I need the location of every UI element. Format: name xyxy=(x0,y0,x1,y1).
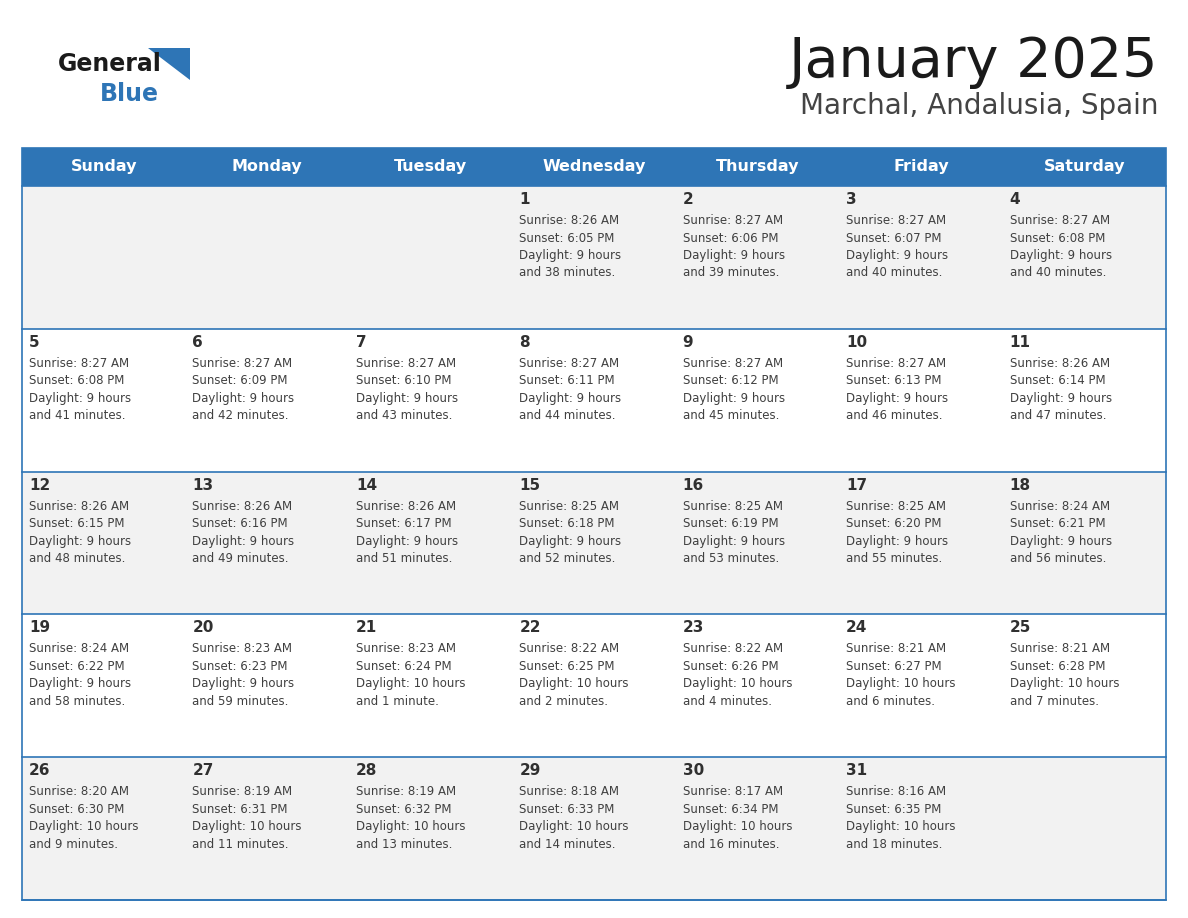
Text: Saturday: Saturday xyxy=(1043,160,1125,174)
Text: Sunrise: 8:27 AM
Sunset: 6:06 PM
Daylight: 9 hours
and 39 minutes.: Sunrise: 8:27 AM Sunset: 6:06 PM Dayligh… xyxy=(683,214,785,279)
Bar xyxy=(23,329,1165,472)
Text: Sunrise: 8:27 AM
Sunset: 6:13 PM
Daylight: 9 hours
and 46 minutes.: Sunrise: 8:27 AM Sunset: 6:13 PM Dayligh… xyxy=(846,357,948,422)
Text: 6: 6 xyxy=(192,335,203,350)
Text: 7: 7 xyxy=(356,335,366,350)
Text: 16: 16 xyxy=(683,477,704,493)
Text: Sunday: Sunday xyxy=(70,160,137,174)
Text: Sunrise: 8:26 AM
Sunset: 6:15 PM
Daylight: 9 hours
and 48 minutes.: Sunrise: 8:26 AM Sunset: 6:15 PM Dayligh… xyxy=(29,499,131,565)
Text: Friday: Friday xyxy=(893,160,949,174)
Text: 19: 19 xyxy=(29,621,50,635)
Text: 12: 12 xyxy=(29,477,50,493)
Text: 21: 21 xyxy=(356,621,377,635)
Text: Sunrise: 8:26 AM
Sunset: 6:14 PM
Daylight: 9 hours
and 47 minutes.: Sunrise: 8:26 AM Sunset: 6:14 PM Dayligh… xyxy=(1010,357,1112,422)
Text: 23: 23 xyxy=(683,621,704,635)
Text: 9: 9 xyxy=(683,335,694,350)
Text: 1: 1 xyxy=(519,192,530,207)
Text: 17: 17 xyxy=(846,477,867,493)
Text: 24: 24 xyxy=(846,621,867,635)
Text: Sunrise: 8:24 AM
Sunset: 6:22 PM
Daylight: 9 hours
and 58 minutes.: Sunrise: 8:24 AM Sunset: 6:22 PM Dayligh… xyxy=(29,643,131,708)
Text: 5: 5 xyxy=(29,335,39,350)
Text: Sunrise: 8:19 AM
Sunset: 6:31 PM
Daylight: 10 hours
and 11 minutes.: Sunrise: 8:19 AM Sunset: 6:31 PM Dayligh… xyxy=(192,785,302,851)
Text: 27: 27 xyxy=(192,763,214,778)
Text: 22: 22 xyxy=(519,621,541,635)
Text: Marchal, Andalusia, Spain: Marchal, Andalusia, Spain xyxy=(800,92,1158,120)
Text: Sunrise: 8:22 AM
Sunset: 6:25 PM
Daylight: 10 hours
and 2 minutes.: Sunrise: 8:22 AM Sunset: 6:25 PM Dayligh… xyxy=(519,643,628,708)
Text: 29: 29 xyxy=(519,763,541,778)
Text: Sunrise: 8:17 AM
Sunset: 6:34 PM
Daylight: 10 hours
and 16 minutes.: Sunrise: 8:17 AM Sunset: 6:34 PM Dayligh… xyxy=(683,785,792,851)
Text: Thursday: Thursday xyxy=(715,160,800,174)
Bar xyxy=(23,472,1165,614)
Text: Sunrise: 8:25 AM
Sunset: 6:20 PM
Daylight: 9 hours
and 55 minutes.: Sunrise: 8:25 AM Sunset: 6:20 PM Dayligh… xyxy=(846,499,948,565)
Text: Sunrise: 8:21 AM
Sunset: 6:27 PM
Daylight: 10 hours
and 6 minutes.: Sunrise: 8:21 AM Sunset: 6:27 PM Dayligh… xyxy=(846,643,955,708)
Bar xyxy=(23,757,1165,900)
Text: Wednesday: Wednesday xyxy=(542,160,646,174)
Text: Sunrise: 8:21 AM
Sunset: 6:28 PM
Daylight: 10 hours
and 7 minutes.: Sunrise: 8:21 AM Sunset: 6:28 PM Dayligh… xyxy=(1010,643,1119,708)
Text: General: General xyxy=(58,52,162,76)
Text: 20: 20 xyxy=(192,621,214,635)
Text: Sunrise: 8:25 AM
Sunset: 6:19 PM
Daylight: 9 hours
and 53 minutes.: Sunrise: 8:25 AM Sunset: 6:19 PM Dayligh… xyxy=(683,499,785,565)
Text: 8: 8 xyxy=(519,335,530,350)
Text: Sunrise: 8:19 AM
Sunset: 6:32 PM
Daylight: 10 hours
and 13 minutes.: Sunrise: 8:19 AM Sunset: 6:32 PM Dayligh… xyxy=(356,785,466,851)
Text: Sunrise: 8:23 AM
Sunset: 6:23 PM
Daylight: 9 hours
and 59 minutes.: Sunrise: 8:23 AM Sunset: 6:23 PM Dayligh… xyxy=(192,643,295,708)
Text: Sunrise: 8:27 AM
Sunset: 6:11 PM
Daylight: 9 hours
and 44 minutes.: Sunrise: 8:27 AM Sunset: 6:11 PM Dayligh… xyxy=(519,357,621,422)
Text: Sunrise: 8:25 AM
Sunset: 6:18 PM
Daylight: 9 hours
and 52 minutes.: Sunrise: 8:25 AM Sunset: 6:18 PM Dayligh… xyxy=(519,499,621,565)
Text: 18: 18 xyxy=(1010,477,1031,493)
Text: 10: 10 xyxy=(846,335,867,350)
Text: 28: 28 xyxy=(356,763,378,778)
Text: 30: 30 xyxy=(683,763,704,778)
Text: 31: 31 xyxy=(846,763,867,778)
Text: Blue: Blue xyxy=(100,82,159,106)
Text: 11: 11 xyxy=(1010,335,1030,350)
Polygon shape xyxy=(148,48,190,80)
Text: 14: 14 xyxy=(356,477,377,493)
Bar xyxy=(23,614,1165,757)
Text: Sunrise: 8:24 AM
Sunset: 6:21 PM
Daylight: 9 hours
and 56 minutes.: Sunrise: 8:24 AM Sunset: 6:21 PM Dayligh… xyxy=(1010,499,1112,565)
Text: Tuesday: Tuesday xyxy=(394,160,467,174)
Text: Sunrise: 8:26 AM
Sunset: 6:16 PM
Daylight: 9 hours
and 49 minutes.: Sunrise: 8:26 AM Sunset: 6:16 PM Dayligh… xyxy=(192,499,295,565)
Text: Sunrise: 8:27 AM
Sunset: 6:12 PM
Daylight: 9 hours
and 45 minutes.: Sunrise: 8:27 AM Sunset: 6:12 PM Dayligh… xyxy=(683,357,785,422)
Text: Sunrise: 8:27 AM
Sunset: 6:08 PM
Daylight: 9 hours
and 40 minutes.: Sunrise: 8:27 AM Sunset: 6:08 PM Dayligh… xyxy=(1010,214,1112,279)
Text: Sunrise: 8:16 AM
Sunset: 6:35 PM
Daylight: 10 hours
and 18 minutes.: Sunrise: 8:16 AM Sunset: 6:35 PM Dayligh… xyxy=(846,785,955,851)
Bar xyxy=(23,186,1165,329)
Text: 3: 3 xyxy=(846,192,857,207)
Text: Sunrise: 8:27 AM
Sunset: 6:07 PM
Daylight: 9 hours
and 40 minutes.: Sunrise: 8:27 AM Sunset: 6:07 PM Dayligh… xyxy=(846,214,948,279)
Text: Sunrise: 8:27 AM
Sunset: 6:09 PM
Daylight: 9 hours
and 42 minutes.: Sunrise: 8:27 AM Sunset: 6:09 PM Dayligh… xyxy=(192,357,295,422)
Text: 26: 26 xyxy=(29,763,51,778)
Text: Sunrise: 8:23 AM
Sunset: 6:24 PM
Daylight: 10 hours
and 1 minute.: Sunrise: 8:23 AM Sunset: 6:24 PM Dayligh… xyxy=(356,643,466,708)
Text: 13: 13 xyxy=(192,477,214,493)
Text: Sunrise: 8:20 AM
Sunset: 6:30 PM
Daylight: 10 hours
and 9 minutes.: Sunrise: 8:20 AM Sunset: 6:30 PM Dayligh… xyxy=(29,785,139,851)
Text: Sunrise: 8:22 AM
Sunset: 6:26 PM
Daylight: 10 hours
and 4 minutes.: Sunrise: 8:22 AM Sunset: 6:26 PM Dayligh… xyxy=(683,643,792,708)
Text: Sunrise: 8:27 AM
Sunset: 6:10 PM
Daylight: 9 hours
and 43 minutes.: Sunrise: 8:27 AM Sunset: 6:10 PM Dayligh… xyxy=(356,357,459,422)
Text: Sunrise: 8:26 AM
Sunset: 6:05 PM
Daylight: 9 hours
and 38 minutes.: Sunrise: 8:26 AM Sunset: 6:05 PM Dayligh… xyxy=(519,214,621,279)
Text: 15: 15 xyxy=(519,477,541,493)
Bar xyxy=(23,148,1165,900)
Text: January 2025: January 2025 xyxy=(789,35,1158,89)
Text: Sunrise: 8:26 AM
Sunset: 6:17 PM
Daylight: 9 hours
and 51 minutes.: Sunrise: 8:26 AM Sunset: 6:17 PM Dayligh… xyxy=(356,499,459,565)
Text: Sunrise: 8:27 AM
Sunset: 6:08 PM
Daylight: 9 hours
and 41 minutes.: Sunrise: 8:27 AM Sunset: 6:08 PM Dayligh… xyxy=(29,357,131,422)
Text: 4: 4 xyxy=(1010,192,1020,207)
Text: Sunrise: 8:18 AM
Sunset: 6:33 PM
Daylight: 10 hours
and 14 minutes.: Sunrise: 8:18 AM Sunset: 6:33 PM Dayligh… xyxy=(519,785,628,851)
Bar xyxy=(23,148,1165,186)
Text: 2: 2 xyxy=(683,192,694,207)
Text: 25: 25 xyxy=(1010,621,1031,635)
Text: Monday: Monday xyxy=(232,160,303,174)
